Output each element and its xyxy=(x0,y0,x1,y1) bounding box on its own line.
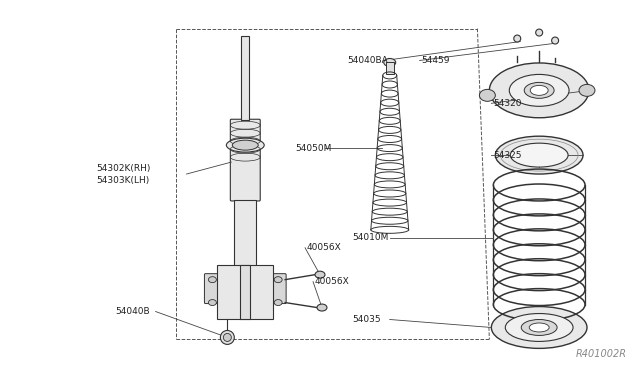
Ellipse shape xyxy=(524,82,554,98)
Text: 54325: 54325 xyxy=(493,151,522,160)
Text: 54050M: 54050M xyxy=(295,144,332,153)
Text: 54035: 54035 xyxy=(352,315,381,324)
Ellipse shape xyxy=(492,307,587,349)
FancyBboxPatch shape xyxy=(204,274,220,304)
Ellipse shape xyxy=(509,74,569,106)
Text: 54303K(LH): 54303K(LH) xyxy=(96,176,149,185)
Ellipse shape xyxy=(529,323,549,332)
Text: 54040BA: 54040BA xyxy=(347,56,388,65)
Ellipse shape xyxy=(552,37,559,44)
Ellipse shape xyxy=(490,63,589,118)
Text: 54040B: 54040B xyxy=(116,307,150,316)
Bar xyxy=(240,265,250,320)
Ellipse shape xyxy=(579,84,595,96)
Bar xyxy=(218,265,273,320)
Ellipse shape xyxy=(514,35,521,42)
Ellipse shape xyxy=(274,299,282,305)
Text: 40056X: 40056X xyxy=(315,277,350,286)
Ellipse shape xyxy=(495,136,583,174)
FancyBboxPatch shape xyxy=(270,274,286,304)
Ellipse shape xyxy=(317,304,327,311)
Text: R401002R: R401002R xyxy=(576,349,627,359)
Ellipse shape xyxy=(536,29,543,36)
Ellipse shape xyxy=(220,330,234,344)
Text: 54320: 54320 xyxy=(493,99,522,108)
Ellipse shape xyxy=(232,140,258,150)
FancyBboxPatch shape xyxy=(230,119,260,201)
Ellipse shape xyxy=(530,86,548,95)
Ellipse shape xyxy=(506,314,573,341)
Text: 40056X: 40056X xyxy=(307,243,342,252)
Ellipse shape xyxy=(209,277,216,283)
Ellipse shape xyxy=(510,143,568,167)
Ellipse shape xyxy=(227,138,264,152)
Text: 54302K(RH): 54302K(RH) xyxy=(96,164,150,173)
Ellipse shape xyxy=(209,299,216,305)
Ellipse shape xyxy=(521,320,557,336)
Ellipse shape xyxy=(315,271,325,278)
Ellipse shape xyxy=(384,58,396,67)
Ellipse shape xyxy=(223,333,231,341)
Bar xyxy=(234,200,256,285)
Text: 54010M: 54010M xyxy=(352,233,388,242)
Ellipse shape xyxy=(479,89,495,101)
Ellipse shape xyxy=(274,277,282,283)
Bar xyxy=(386,62,394,74)
Bar xyxy=(241,36,249,120)
Text: 54459: 54459 xyxy=(422,56,450,65)
